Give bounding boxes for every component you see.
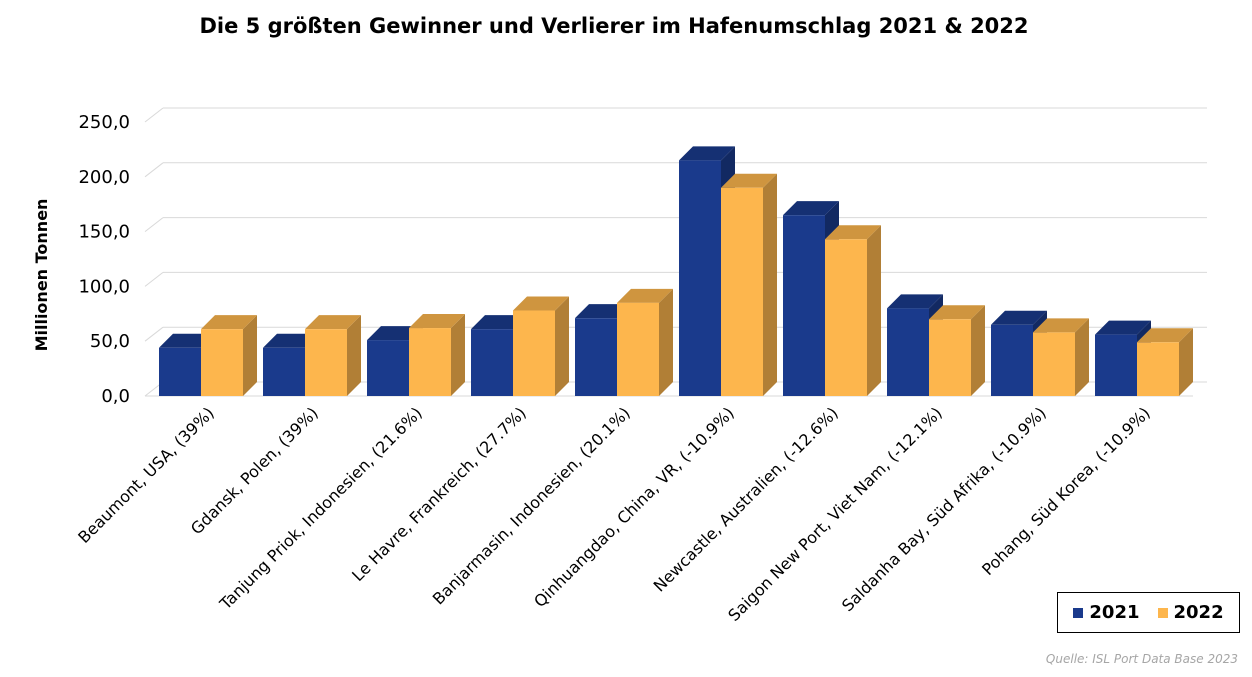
bar-top <box>825 225 881 240</box>
bar-top <box>679 146 735 161</box>
bar-front <box>305 329 347 396</box>
legend-swatch-2021 <box>1073 607 1084 618</box>
bar-front <box>1033 332 1075 396</box>
bar-top <box>887 294 943 309</box>
legend-label-2022: 2022 <box>1173 602 1224 623</box>
x-category-label: Newcastle, Australien, (-12.6%) <box>650 403 842 595</box>
bar-front <box>471 329 513 396</box>
x-category-label: Tanjung Priok, Indonesien, (21.6%) <box>215 403 426 614</box>
y-axis-ticks: 0,0 50,0 100,0 150,0 200,0 250,0 <box>78 112 130 407</box>
legend-label-2021: 2021 <box>1089 602 1140 623</box>
bar-2022-6 <box>825 225 881 396</box>
bar-2022-2 <box>409 314 465 396</box>
y-tick-label: 250,0 <box>78 112 130 133</box>
bar-side <box>347 315 361 396</box>
y-tick-label: 0,0 <box>101 386 130 407</box>
bar-front <box>159 347 201 396</box>
legend-swatch-2022 <box>1157 607 1168 618</box>
bar-top <box>783 201 839 216</box>
y-axis-title: Millionen Tonnen <box>32 199 51 352</box>
bar-front <box>783 215 825 396</box>
bar-side <box>867 225 881 396</box>
bar-2022-8 <box>1033 318 1089 396</box>
x-category-label: Le Havre, Frankreich, (27.7%) <box>348 403 530 585</box>
bar-front <box>1137 342 1179 396</box>
bar-side <box>451 314 465 396</box>
bar-top <box>991 310 1047 325</box>
gridline-depth <box>144 326 164 342</box>
bar-front <box>617 302 659 396</box>
bar-top <box>1137 328 1193 343</box>
y-tick-label: 200,0 <box>78 167 130 188</box>
bar-side <box>659 288 673 396</box>
bar-2022-3 <box>513 296 569 396</box>
bar-front <box>825 239 867 396</box>
bar-side <box>1075 318 1089 396</box>
x-category-label: Pohang, Süd Korea, (-10.9%) <box>978 403 1154 579</box>
bar-top <box>305 315 361 330</box>
bar-top <box>721 173 777 188</box>
bar-side <box>763 173 777 396</box>
bar-front <box>513 310 555 396</box>
x-category-label: Qinhuangdao, China, VR, (-10.9%) <box>530 403 738 611</box>
y-tick-label: 50,0 <box>90 331 130 352</box>
bar-front <box>201 329 243 396</box>
bar-top <box>513 296 569 311</box>
y-tick-label: 150,0 <box>78 222 130 243</box>
bar-front <box>991 324 1033 396</box>
bars <box>159 146 1193 396</box>
legend: 2021 2022 <box>1057 592 1240 633</box>
bar-2022-7 <box>929 305 985 396</box>
bar-front <box>887 308 929 396</box>
legend-item-2021: 2021 <box>1073 602 1140 623</box>
bar-top <box>409 314 465 329</box>
chart-title: Die 5 größten Gewinner und Verlierer im … <box>199 14 1029 38</box>
bar-top <box>1033 318 1089 333</box>
bar-front <box>409 328 451 396</box>
source-note: Quelle: ISL Port Data Base 2023 <box>1045 652 1238 666</box>
bar-side <box>243 315 257 396</box>
bar-front <box>1095 334 1137 396</box>
gridline-depth <box>144 272 164 287</box>
x-category-label: Saigon New Port, Viet Nam, (-12.1%) <box>724 403 946 625</box>
bar-front <box>679 160 721 396</box>
gridline-depth <box>144 217 164 232</box>
bar-front <box>929 319 971 396</box>
bar-2022-9 <box>1137 328 1193 396</box>
bar-top <box>201 315 257 330</box>
bar-2022-4 <box>617 288 673 396</box>
bar-side <box>971 305 985 396</box>
x-category-label: Banjarmasin, Indonesien, (20.1%) <box>429 403 634 608</box>
bar-top <box>617 288 673 303</box>
bar-front <box>263 347 305 396</box>
bar-front <box>721 187 763 396</box>
bar-2022-0 <box>201 315 257 396</box>
bar-2022-5 <box>721 173 777 396</box>
gridline-depth <box>144 107 164 123</box>
x-axis-labels: Beaumont, USA, (39%)Gdansk, Polen, (39%)… <box>74 403 1154 625</box>
legend-item-2022: 2022 <box>1157 602 1224 623</box>
bar-top <box>1095 320 1151 335</box>
bar-front <box>367 340 409 396</box>
x-category-label: Saldanha Bay, Süd Afrika, (-10.9%) <box>838 403 1050 615</box>
bar-side <box>1179 328 1193 396</box>
bar-side <box>555 296 569 396</box>
y-tick-label: 100,0 <box>78 276 130 297</box>
bar-top <box>929 305 985 320</box>
gridline-depth <box>144 162 164 178</box>
bar-front <box>575 318 617 396</box>
bar-2022-1 <box>305 315 361 396</box>
